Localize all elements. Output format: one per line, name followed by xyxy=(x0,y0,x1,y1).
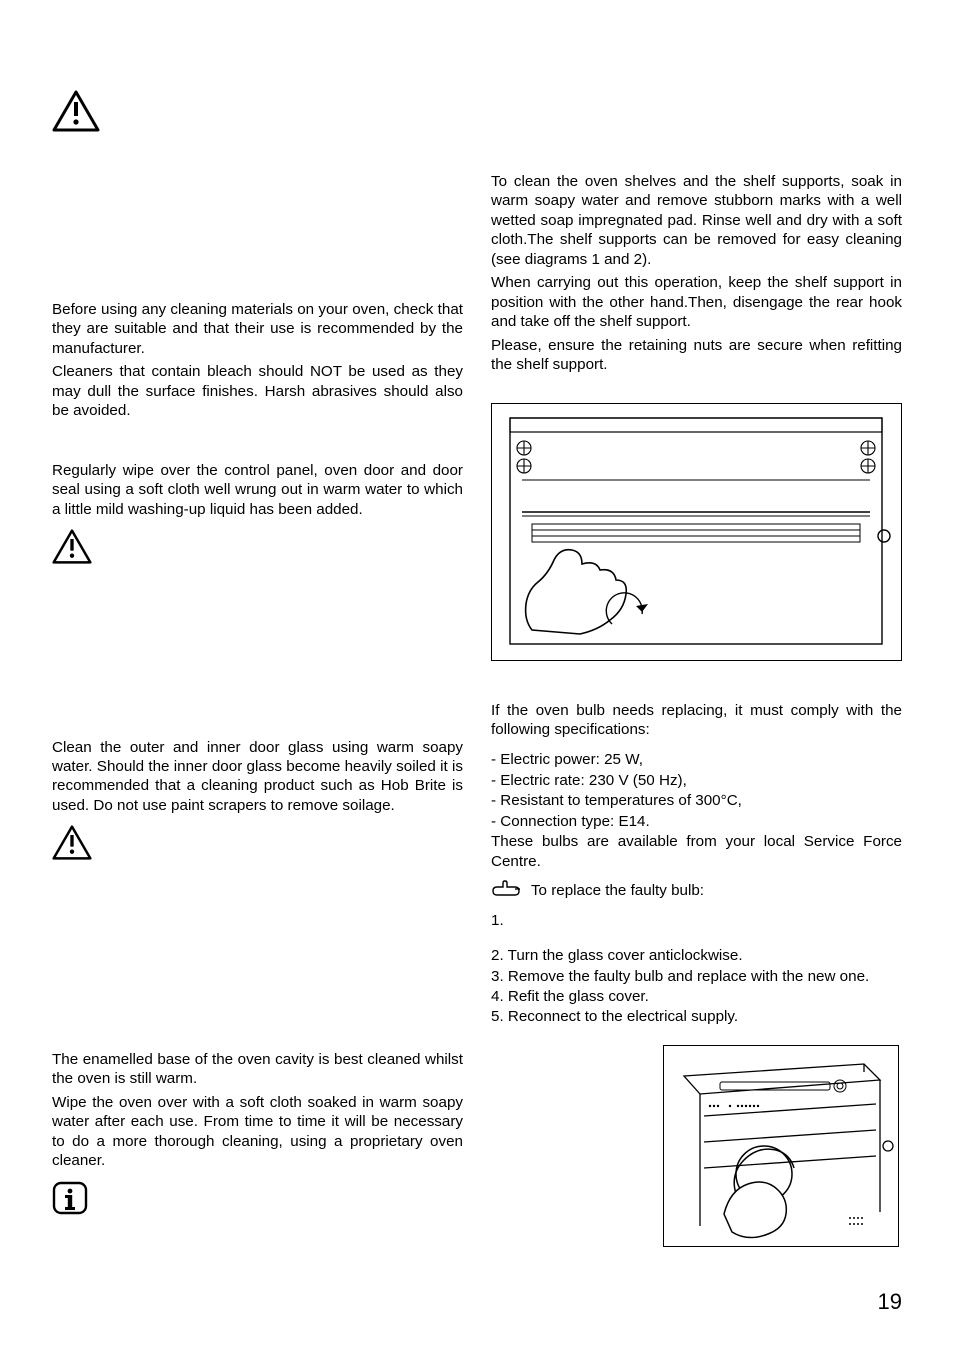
spec-item: - Electric power: 25 W, xyxy=(491,750,902,769)
left-column: Before using any cleaning materials on y… xyxy=(52,172,463,1247)
paragraph: Cleaners that contain bleach should NOT … xyxy=(52,362,463,420)
warning-icon xyxy=(52,90,100,137)
door-glass-block: Clean the outer and inner door glass usi… xyxy=(52,738,463,866)
shelves-block: To clean the oven shelves and the shelf … xyxy=(491,172,902,375)
warning-icon xyxy=(52,825,92,865)
paragraph: To clean the oven shelves and the shelf … xyxy=(491,172,902,269)
warning-icon xyxy=(52,529,92,569)
cleaning-materials-block: Before using any cleaning materials on y… xyxy=(52,300,463,421)
paragraph: When carrying out this operation, keep t… xyxy=(491,273,902,331)
bulb-diagram xyxy=(663,1045,899,1247)
paragraph: Please, ensure the retaining nuts are se… xyxy=(491,336,902,375)
control-panel-block: Regularly wipe over the control panel, o… xyxy=(52,461,463,570)
pointing-hand-icon xyxy=(491,879,521,904)
page-number: 19 xyxy=(878,1289,902,1315)
info-icon xyxy=(52,1181,88,1220)
step-item: 3. Remove the faulty bulb and replace wi… xyxy=(491,967,902,986)
paragraph: Wipe the oven over with a soft cloth soa… xyxy=(52,1093,463,1171)
paragraph: The enamelled base of the oven cavity is… xyxy=(52,1050,463,1089)
paragraph: If the oven bulb needs replacing, it mus… xyxy=(491,701,902,740)
step-item: 5. Reconnect to the electrical supply. xyxy=(491,1007,902,1026)
paragraph: Clean the outer and inner door glass usi… xyxy=(52,738,463,816)
spec-item: - Resistant to temperatures of 300°C, xyxy=(491,791,902,810)
content-columns: Before using any cleaning materials on y… xyxy=(52,172,902,1247)
paragraph: Before using any cleaning materials on y… xyxy=(52,300,463,358)
replace-line: To replace the faulty bulb: xyxy=(491,879,902,904)
bulb-block: If the oven bulb needs replacing, it mus… xyxy=(491,701,902,1027)
step-item: 4. Refit the glass cover. xyxy=(491,987,902,1006)
manual-page: Before using any cleaning materials on y… xyxy=(0,0,954,1351)
spec-item: - Connection type: E14. xyxy=(491,812,902,831)
step-item: 1. xyxy=(491,911,902,930)
oven-cavity-block: The enamelled base of the oven cavity is… xyxy=(52,1050,463,1220)
spec-item: - Electric rate: 230 V (50 Hz), xyxy=(491,771,902,790)
right-column: To clean the oven shelves and the shelf … xyxy=(491,172,902,1247)
steps-list: 1. 2. Turn the glass cover anticlockwise… xyxy=(491,911,902,1027)
replace-label: To replace the faulty bulb: xyxy=(531,882,704,899)
paragraph: These bulbs are available from your loca… xyxy=(491,832,902,871)
shelf-support-diagram xyxy=(491,403,902,661)
step-item: 2. Turn the glass cover anticlockwise. xyxy=(491,946,902,965)
paragraph: Regularly wipe over the control panel, o… xyxy=(52,461,463,519)
